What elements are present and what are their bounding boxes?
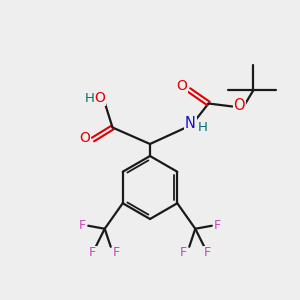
Text: H: H xyxy=(198,121,207,134)
Text: N: N xyxy=(185,116,196,130)
Text: F: F xyxy=(204,246,211,259)
Text: F: F xyxy=(214,219,221,232)
Text: O: O xyxy=(233,98,245,112)
Text: O: O xyxy=(176,80,187,93)
Text: H: H xyxy=(85,92,94,105)
Text: F: F xyxy=(113,246,120,259)
Text: F: F xyxy=(89,246,96,259)
Text: F: F xyxy=(79,219,86,232)
Text: O: O xyxy=(94,91,105,105)
Text: O: O xyxy=(79,131,90,145)
Text: F: F xyxy=(180,246,187,259)
